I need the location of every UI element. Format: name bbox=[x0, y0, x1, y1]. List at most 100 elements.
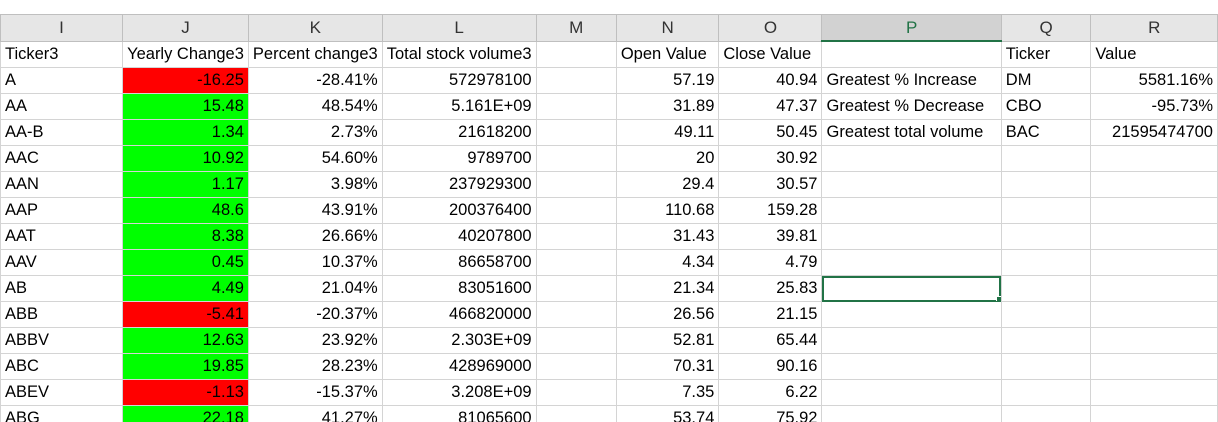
cell-percent-change[interactable]: -28.41% bbox=[247, 67, 383, 94]
cell-summary-value[interactable] bbox=[1090, 249, 1218, 276]
cell-open-value[interactable]: 20 bbox=[615, 145, 720, 172]
cell-ticker[interactable]: AB bbox=[0, 275, 124, 302]
column-header-l[interactable]: L bbox=[381, 14, 537, 42]
cell-percent-change[interactable]: -20.37% bbox=[247, 301, 383, 328]
cell-summary-ticker[interactable]: BAC bbox=[1000, 119, 1092, 146]
column-header-i[interactable]: I bbox=[0, 14, 124, 42]
cell-summary-value[interactable] bbox=[1090, 145, 1218, 172]
cell-close-value[interactable]: 65.44 bbox=[718, 327, 823, 354]
cell-total-volume[interactable]: 466820000 bbox=[381, 301, 537, 328]
cell-summary-ticker[interactable] bbox=[1000, 301, 1092, 328]
cell-close-value[interactable]: 6.22 bbox=[718, 379, 823, 406]
cell-summary-ticker[interactable] bbox=[1000, 405, 1092, 422]
cell-summary-value[interactable] bbox=[1090, 353, 1218, 380]
cell-summary-label[interactable] bbox=[821, 171, 1002, 198]
cell-ticker[interactable]: ABBV bbox=[0, 327, 124, 354]
cell-summary-label[interactable]: Greatest % Decrease bbox=[821, 93, 1002, 120]
cell-yearly-change-header[interactable]: Yearly Change3 bbox=[122, 40, 249, 68]
cell-m[interactable] bbox=[535, 353, 617, 380]
cell-summary-label[interactable] bbox=[821, 327, 1002, 354]
cell-yearly-change[interactable]: 48.6 bbox=[122, 197, 249, 224]
cell-m[interactable] bbox=[535, 67, 617, 94]
cell-ticker[interactable]: AAV bbox=[0, 249, 124, 276]
cell-yearly-change[interactable]: 4.49 bbox=[122, 275, 249, 302]
cell-summary-label[interactable] bbox=[821, 223, 1002, 250]
cell-open-value[interactable]: 4.34 bbox=[615, 249, 720, 276]
cell-ticker[interactable]: AAP bbox=[0, 197, 124, 224]
cell-total-volume[interactable]: 21618200 bbox=[381, 119, 537, 146]
cell-m[interactable] bbox=[535, 197, 617, 224]
cell-p-header[interactable] bbox=[821, 40, 1002, 68]
cell-summary-ticker[interactable] bbox=[1000, 145, 1092, 172]
cell-ticker-header[interactable]: Ticker3 bbox=[0, 40, 124, 68]
cell-open-value[interactable]: 26.56 bbox=[615, 301, 720, 328]
cell-close-value[interactable]: 39.81 bbox=[718, 223, 823, 250]
cell-summary-value[interactable] bbox=[1090, 171, 1218, 198]
cell-ticker[interactable]: ABG bbox=[0, 405, 124, 422]
cell-total-volume[interactable]: 40207800 bbox=[381, 223, 537, 250]
cell-percent-change[interactable]: 48.54% bbox=[247, 93, 383, 120]
cell-total-volume[interactable]: 572978100 bbox=[381, 67, 537, 94]
cell-summary-value[interactable] bbox=[1090, 223, 1218, 250]
column-header-q[interactable]: Q bbox=[1000, 14, 1092, 42]
cell-close-value[interactable]: 90.16 bbox=[718, 353, 823, 380]
cell-summary-value-header[interactable]: Value bbox=[1090, 40, 1218, 68]
column-header-r[interactable]: R bbox=[1090, 14, 1218, 42]
cell-summary-value[interactable] bbox=[1090, 275, 1218, 302]
cell-summary-ticker[interactable]: CBO bbox=[1000, 93, 1092, 120]
cell-close-value[interactable]: 4.79 bbox=[718, 249, 823, 276]
cell-summary-ticker[interactable] bbox=[1000, 379, 1092, 406]
cell-yearly-change[interactable]: -1.13 bbox=[122, 379, 249, 406]
cell-total-volume[interactable]: 86658700 bbox=[381, 249, 537, 276]
cell-total-volume[interactable]: 83051600 bbox=[381, 275, 537, 302]
cell-m[interactable] bbox=[535, 171, 617, 198]
cell-percent-change[interactable]: 26.66% bbox=[247, 223, 383, 250]
cell-close-value[interactable]: 30.92 bbox=[718, 145, 823, 172]
cell-yearly-change[interactable]: 12.63 bbox=[122, 327, 249, 354]
cell-percent-change[interactable]: 3.98% bbox=[247, 171, 383, 198]
cell-close-value[interactable]: 75.92 bbox=[718, 405, 823, 422]
cell-ticker[interactable]: AA-B bbox=[0, 119, 124, 146]
cell-m[interactable] bbox=[535, 93, 617, 120]
cell-ticker[interactable]: A bbox=[0, 67, 124, 94]
cell-summary-ticker[interactable] bbox=[1000, 353, 1092, 380]
cell-yearly-change[interactable]: 1.34 bbox=[122, 119, 249, 146]
cell-percent-change[interactable]: 41.27% bbox=[247, 405, 383, 422]
cell-summary-label[interactable] bbox=[821, 275, 1002, 302]
cell-yearly-change[interactable]: 10.92 bbox=[122, 145, 249, 172]
cell-percent-change[interactable]: 43.91% bbox=[247, 197, 383, 224]
cell-summary-label[interactable]: Greatest % Increase bbox=[821, 67, 1002, 94]
cell-m[interactable] bbox=[535, 145, 617, 172]
cell-summary-value[interactable] bbox=[1090, 327, 1218, 354]
cell-yearly-change[interactable]: -16.25 bbox=[122, 67, 249, 94]
cell-summary-ticker-header[interactable]: Ticker bbox=[1000, 40, 1092, 68]
column-header-n[interactable]: N bbox=[615, 14, 720, 42]
cell-percent-change[interactable]: 21.04% bbox=[247, 275, 383, 302]
cell-summary-value[interactable]: -95.73% bbox=[1090, 93, 1218, 120]
cell-percent-change[interactable]: 28.23% bbox=[247, 353, 383, 380]
cell-close-value[interactable]: 21.15 bbox=[718, 301, 823, 328]
cell-total-volume[interactable]: 9789700 bbox=[381, 145, 537, 172]
cell-open-value[interactable]: 53.74 bbox=[615, 405, 720, 422]
cell-open-value[interactable]: 52.81 bbox=[615, 327, 720, 354]
cell-m[interactable] bbox=[535, 379, 617, 406]
cell-total-volume[interactable]: 237929300 bbox=[381, 171, 537, 198]
cell-m[interactable] bbox=[535, 223, 617, 250]
cell-percent-change[interactable]: -15.37% bbox=[247, 379, 383, 406]
cell-summary-label[interactable] bbox=[821, 197, 1002, 224]
cell-total-volume-header[interactable]: Total stock volume3 bbox=[381, 40, 537, 68]
cell-ticker[interactable]: ABEV bbox=[0, 379, 124, 406]
cell-summary-value[interactable] bbox=[1090, 197, 1218, 224]
cell-m[interactable] bbox=[535, 275, 617, 302]
cell-ticker[interactable]: AAC bbox=[0, 145, 124, 172]
cell-summary-ticker[interactable] bbox=[1000, 327, 1092, 354]
cell-open-value[interactable]: 70.31 bbox=[615, 353, 720, 380]
cell-summary-value[interactable] bbox=[1090, 405, 1218, 422]
cell-yearly-change[interactable]: 15.48 bbox=[122, 93, 249, 120]
cell-open-value[interactable]: 7.35 bbox=[615, 379, 720, 406]
cell-percent-change[interactable]: 10.37% bbox=[247, 249, 383, 276]
cell-percent-change[interactable]: 54.60% bbox=[247, 145, 383, 172]
cell-summary-label[interactable] bbox=[821, 301, 1002, 328]
cell-m-header[interactable] bbox=[536, 40, 617, 68]
cell-close-value[interactable]: 40.94 bbox=[718, 67, 823, 94]
